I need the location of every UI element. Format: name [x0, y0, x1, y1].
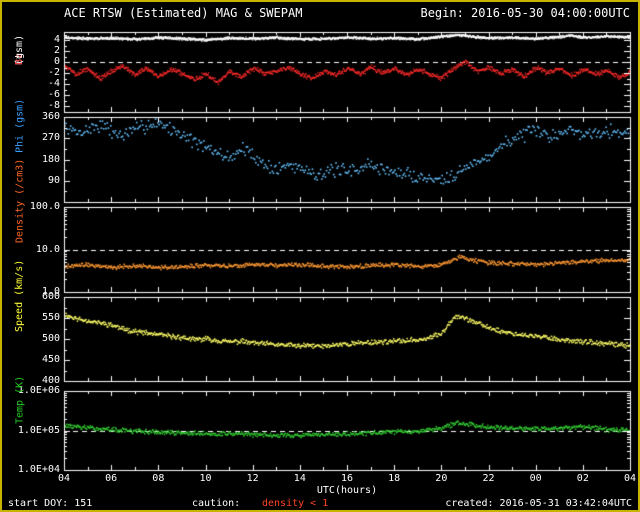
- y-tick-label: 550: [41, 312, 60, 323]
- y-tick-label: 1.0E+06: [17, 385, 60, 396]
- y-tick-label: 400: [41, 375, 60, 386]
- y-tick-label: 270: [41, 132, 60, 144]
- begin-timestamp: Begin: 2016-05-30 04:00:00UTC: [420, 6, 630, 20]
- x-tick-label: 22: [482, 473, 495, 484]
- y-tick-label: 4: [53, 34, 60, 46]
- x-tick-label: 08: [152, 473, 165, 484]
- y-tick-label: 1.0: [41, 286, 60, 297]
- y-tick-label: 100.0: [29, 201, 60, 212]
- y-tick-label: -8: [47, 100, 60, 112]
- x-tick-label: 04: [57, 473, 71, 484]
- x-tick-label: 14: [293, 473, 306, 484]
- y-tick-label: 2: [53, 45, 60, 57]
- footer-caution-label: caution:: [192, 498, 241, 509]
- x-tick-label: 04: [623, 473, 637, 484]
- y-tick-label: 90: [47, 174, 60, 186]
- y-tick-label: 10.0: [35, 243, 60, 255]
- y-tick-label: 450: [41, 354, 60, 365]
- x-tick-label: 06: [105, 473, 118, 484]
- page-title: ACE RTSW (Estimated) MAG & SWEPAM: [64, 6, 303, 20]
- y-tick-label: 360: [41, 111, 60, 122]
- y-tick-label: 500: [41, 333, 60, 344]
- x-tick-label: 12: [246, 473, 259, 484]
- y-tick-label: -4: [47, 78, 60, 90]
- x-tick-label: 18: [388, 473, 401, 484]
- y-tick-label: -2: [47, 67, 60, 79]
- x-tick-label: 16: [340, 473, 354, 484]
- y-tick-label: 0: [53, 56, 60, 68]
- footer-start-doy: start DOY: 151: [8, 498, 93, 509]
- y-tick-label: 1.0E+04: [17, 464, 60, 475]
- x-tick-label: 02: [576, 473, 589, 484]
- footer-caution-value: density < 1: [262, 498, 329, 509]
- x-tick-label: 00: [529, 473, 542, 484]
- x-axis-label: UTC(hours): [316, 485, 378, 496]
- y-tick-label: 1.0E+05: [17, 424, 60, 436]
- footer-created-timestamp: created: 2016-05-31 03:42:04UTC: [445, 498, 632, 509]
- y-tick-label: 180: [41, 153, 60, 165]
- y-tick-label: 600: [41, 291, 60, 302]
- y-tick-label: -6: [47, 89, 60, 101]
- x-tick-label: 10: [199, 473, 212, 484]
- x-tick-label: 20: [435, 473, 448, 484]
